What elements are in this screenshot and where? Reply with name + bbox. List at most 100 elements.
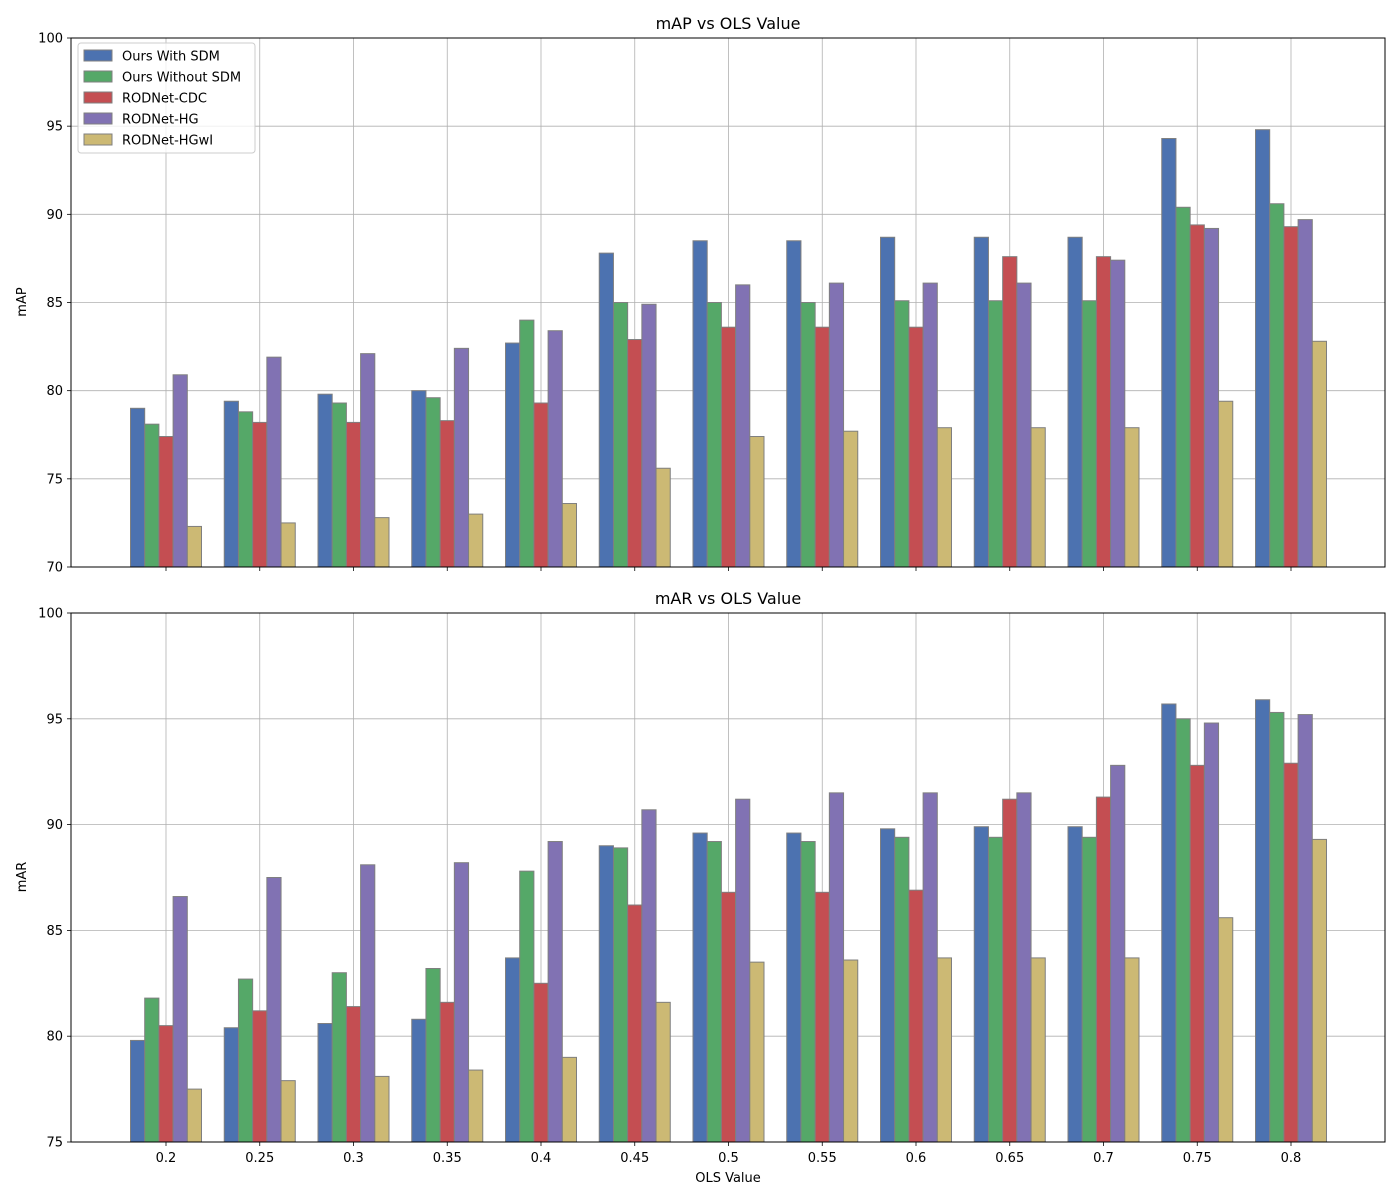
- bar: [1161, 138, 1177, 568]
- y-tick-label: 90: [46, 818, 63, 833]
- bar: [1203, 722, 1220, 1143]
- bar: [1161, 703, 1177, 1143]
- bar: [130, 407, 146, 568]
- bar: [345, 1006, 362, 1143]
- plot-frame: [70, 612, 1386, 1143]
- bar: [1067, 236, 1083, 568]
- y-tick-label: 85: [46, 296, 63, 311]
- bar: [1269, 711, 1285, 1143]
- bar: [720, 891, 737, 1143]
- bar: [519, 870, 535, 1143]
- bar: [280, 1080, 296, 1143]
- x-tick-label: 0.3: [343, 1151, 364, 1166]
- x-tick-label: 0.6: [906, 1151, 927, 1166]
- bar: [1016, 282, 1032, 568]
- bar: [655, 1001, 671, 1143]
- bar: [828, 282, 845, 568]
- x-tick-label: 0.65: [995, 1151, 1024, 1166]
- legend-swatch: [83, 133, 113, 146]
- bar: [561, 503, 577, 568]
- bar: [144, 423, 160, 568]
- bar: [1030, 957, 1046, 1143]
- bar: [1255, 699, 1271, 1143]
- bar: [547, 841, 563, 1143]
- bar: [1255, 129, 1271, 568]
- bar: [533, 982, 549, 1143]
- bar: [908, 889, 924, 1143]
- bar: [374, 517, 390, 568]
- bar: [425, 967, 441, 1143]
- bar: [533, 402, 549, 568]
- bar: [360, 353, 376, 568]
- bar: [172, 896, 188, 1143]
- bar: [1203, 227, 1220, 568]
- bar: [814, 326, 830, 568]
- bar: [973, 236, 989, 568]
- bar: [1218, 400, 1234, 568]
- bar: [627, 339, 643, 568]
- x-tick-label: 0.75: [1183, 1151, 1212, 1166]
- legend-label: Ours With SDM: [122, 50, 220, 65]
- bar: [735, 284, 751, 568]
- bar: [468, 1069, 484, 1143]
- bar: [237, 978, 254, 1143]
- chart-title: mAR vs OLS Value: [655, 589, 801, 608]
- bar: [749, 961, 765, 1143]
- bar: [186, 1088, 203, 1143]
- bar: [936, 957, 952, 1143]
- chart-title: mAP vs OLS Value: [656, 14, 801, 33]
- bar: [1081, 836, 1097, 1143]
- bar: [720, 326, 737, 568]
- x-tick-label: 0.8: [1281, 1151, 1302, 1166]
- bar: [1269, 203, 1285, 568]
- bar: [1095, 796, 1112, 1143]
- y-tick-label: 70: [46, 561, 63, 576]
- bar: [706, 841, 722, 1143]
- y-tick-label: 90: [46, 208, 63, 223]
- bar: [1189, 224, 1205, 568]
- bar: [1311, 340, 1328, 568]
- bar: [144, 997, 160, 1143]
- y-tick-label: 80: [46, 384, 63, 399]
- y-tick-label: 95: [46, 712, 63, 727]
- bar: [345, 421, 362, 568]
- bar: [505, 342, 521, 568]
- bar: [1297, 219, 1313, 568]
- bar: [223, 1027, 239, 1143]
- bar: [598, 252, 614, 568]
- x-tick-label: 0.7: [1093, 1151, 1114, 1166]
- legend-label: RODNet-CDC: [122, 92, 207, 107]
- bar: [374, 1075, 390, 1143]
- bar: [973, 826, 989, 1143]
- legend-swatch: [83, 49, 113, 62]
- bar: [186, 525, 203, 568]
- legend-label: RODNet-HG: [122, 113, 199, 128]
- bar: [360, 864, 376, 1143]
- bar: [1175, 206, 1191, 568]
- legend-swatch: [83, 112, 113, 125]
- y-tick-label: 100: [38, 607, 63, 622]
- bar: [987, 300, 1004, 568]
- bar: [612, 847, 629, 1143]
- x-tick-label: 0.4: [531, 1151, 552, 1166]
- bar: [894, 300, 910, 568]
- bar: [411, 1018, 427, 1143]
- x-tick-label: 0.2: [156, 1151, 177, 1166]
- x-tick-label: 0.25: [245, 1151, 274, 1166]
- axes: 70 75 80 85 90 95 100: [38, 32, 1386, 576]
- bar: [266, 356, 282, 568]
- axes: 75 80 85 90 95 100 0.2 0.25 0.3 0.35 0.4 0.45 0.5 0.5…: [38, 607, 1386, 1166]
- bar: [1002, 798, 1018, 1143]
- bar: [1016, 792, 1032, 1143]
- bar: [317, 393, 333, 568]
- bar: [468, 513, 484, 568]
- x-tick-label: 0.5: [718, 1151, 739, 1166]
- bar: [439, 420, 455, 568]
- bar: [828, 792, 845, 1143]
- bar: [1110, 259, 1126, 568]
- bar: [922, 282, 938, 568]
- mar-chart: mAR vs OLS Value mAR OLS Value 75 80 85 90 9…: [15, 589, 1386, 1186]
- bar: [1124, 957, 1140, 1143]
- legend-swatch: [83, 91, 113, 104]
- bar: [453, 347, 470, 568]
